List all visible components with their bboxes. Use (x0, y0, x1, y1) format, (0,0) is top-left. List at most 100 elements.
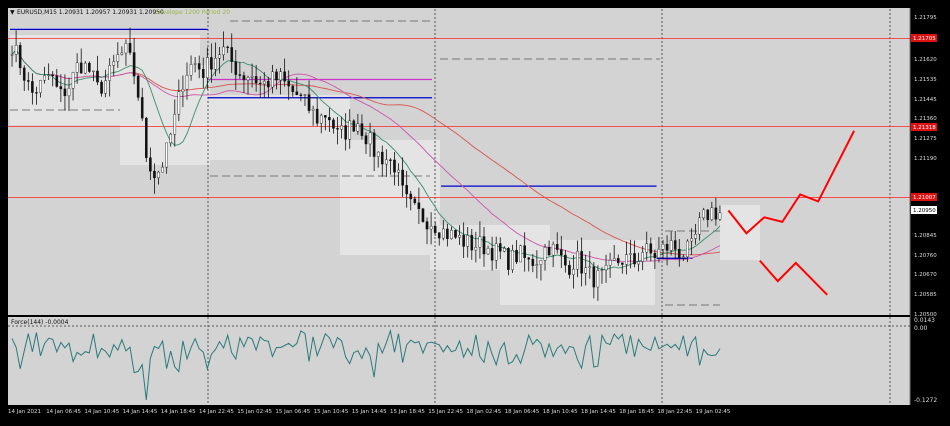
candle-body (246, 77, 250, 81)
osc-tick-top: 0.0143 (914, 317, 935, 324)
candle-body (128, 43, 132, 53)
moving-average-line (11, 49, 721, 263)
candle-body (421, 208, 425, 222)
forecast-arrows (727, 130, 855, 296)
forecast-path (727, 130, 855, 235)
candle-body (710, 207, 714, 220)
candle-body (486, 248, 490, 255)
candle-body (425, 221, 429, 230)
candle-body (250, 76, 254, 78)
candle-body (340, 125, 343, 130)
candle-body (364, 135, 368, 145)
candle-body (132, 52, 136, 77)
candle-body (22, 67, 26, 81)
candle-body (653, 253, 657, 258)
candle-body (14, 45, 18, 55)
candle-body (393, 159, 396, 173)
symbol-line: EURUSD,M15 1.20931 1.20957 1.20931 1.209… (17, 9, 164, 16)
candle-body (161, 166, 164, 173)
candle-body (498, 243, 502, 252)
candle-body (706, 209, 710, 220)
candle-body (120, 52, 124, 55)
candle-body (523, 245, 526, 258)
candle-body (389, 159, 392, 161)
candle-body (507, 248, 510, 270)
candle-body (71, 72, 75, 89)
candle-body (494, 243, 498, 261)
candle-body (588, 266, 592, 268)
candle-body (360, 123, 364, 136)
candle-body (682, 256, 685, 258)
candle-body (580, 251, 583, 274)
candle-body (466, 234, 470, 247)
candle-body (669, 240, 673, 251)
candle-body (157, 171, 160, 179)
current-price-tag: 1.20950 (913, 208, 936, 214)
candle-body (336, 128, 339, 130)
candle-body (519, 245, 522, 263)
candle-body (661, 243, 665, 250)
candle-body (673, 240, 677, 250)
price-tick: 1.21275 (914, 136, 937, 142)
candle-body (376, 151, 380, 157)
price-tick: 1.20500 (914, 312, 937, 318)
candle-body (47, 74, 50, 76)
candle-body (299, 94, 303, 96)
candle-body (18, 45, 22, 69)
time-tick: 14 Jan 10:45 (84, 409, 119, 415)
candle-body (718, 212, 722, 220)
candle-body (254, 76, 258, 84)
candle-body (547, 247, 551, 256)
time-tick: 18 Jan 06:45 (505, 409, 540, 415)
level-tag: 1.21705 (913, 36, 936, 42)
forecast-path (759, 259, 828, 296)
candle-body (165, 142, 168, 168)
time-tick: 15 Jan 02:45 (237, 409, 272, 415)
candle-body (234, 61, 238, 75)
time-tick: 18 Jan 18:45 (619, 409, 654, 415)
candle-body (238, 74, 242, 76)
candle-body (401, 169, 404, 186)
candle-body (144, 117, 148, 158)
candle-body (405, 185, 408, 195)
candle-body (116, 54, 120, 62)
candle-body (63, 88, 67, 97)
candle-body (694, 234, 697, 239)
candle-body (621, 262, 624, 265)
candle-body (490, 248, 494, 261)
candle-body (108, 65, 111, 81)
candle-body (690, 238, 693, 242)
candle-body (531, 258, 535, 266)
time-tick: 14 Jan 06:45 (46, 409, 81, 415)
price-tick: 1.20585 (914, 292, 937, 298)
candle-body (271, 71, 274, 88)
candle-body (210, 57, 213, 70)
candle-body (201, 68, 205, 78)
candle-body (295, 91, 299, 96)
candle-body (608, 259, 612, 266)
candle-body (43, 75, 46, 81)
time-tick: 19 Jan 02:45 (696, 409, 731, 415)
time-tick: 15 Jan 10:45 (314, 409, 349, 415)
candle-body (535, 264, 539, 266)
candle-body (311, 108, 315, 111)
candle-body (433, 225, 437, 233)
candle-body (88, 62, 91, 72)
candle-body (629, 253, 632, 255)
oscillator-line (11, 328, 721, 401)
time-tick: 14 Jan 14:45 (123, 409, 158, 415)
candle-body (181, 88, 185, 92)
price-tick: 1.21620 (914, 57, 937, 63)
candle-body (291, 85, 295, 92)
candle-body (385, 159, 388, 165)
candle-body (348, 120, 352, 140)
dashed-levels (10, 20, 720, 306)
candle-body (344, 125, 347, 140)
candle-body (551, 244, 555, 256)
candle-body (303, 94, 307, 96)
candle-body (55, 75, 59, 87)
candle-body (437, 232, 441, 239)
chevron-down-icon[interactable]: ▼ (10, 9, 15, 16)
candle-body (96, 70, 99, 83)
